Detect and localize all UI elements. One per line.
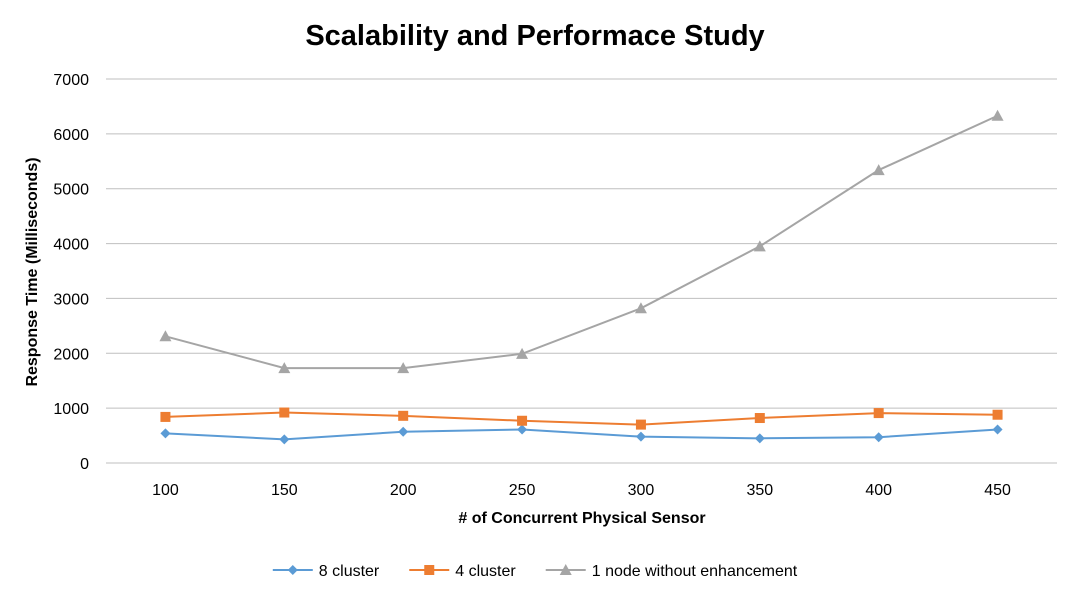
legend-marker (424, 565, 435, 575)
legend-item: 4 cluster (409, 563, 516, 580)
y-tick-label: 5000 (53, 182, 89, 199)
series-group (159, 109, 1004, 445)
data-point (753, 240, 766, 252)
data-point (160, 428, 171, 439)
legend-item: 1 node without enhancement (545, 563, 798, 580)
y-axis-ticks: 0 1000 2000 3000 4000 5000 6000 7000 (53, 72, 89, 473)
data-point (992, 409, 1003, 420)
data-point (160, 411, 171, 422)
y-tick-label: 1000 (53, 401, 89, 418)
data-point (517, 424, 528, 435)
data-point (397, 362, 410, 374)
y-tick-label: 6000 (53, 127, 89, 144)
series-line (165, 114, 998, 370)
data-point (398, 426, 409, 437)
legend-marker (287, 565, 298, 575)
data-point (516, 347, 529, 359)
x-tick-label: 100 (152, 482, 179, 499)
y-tick-label: 2000 (53, 346, 89, 363)
data-point (398, 410, 409, 421)
y-tick-label: 3000 (53, 291, 89, 308)
data-point (278, 362, 291, 374)
y-axis-label: Response Time (Milliseconds) (24, 157, 41, 386)
data-point (754, 433, 765, 444)
x-tick-label: 450 (984, 482, 1011, 499)
x-tick-label: 350 (746, 482, 773, 499)
data-point (635, 419, 646, 430)
legend: 8 cluster 4 cluster 1 node without enhance… (272, 563, 798, 580)
legend-marker (559, 564, 572, 575)
series-line (165, 411, 998, 426)
data-point (279, 434, 290, 445)
legend-label: 1 node without enhancement (592, 563, 798, 580)
legend-item: 8 cluster (272, 563, 380, 580)
data-point (754, 413, 765, 424)
data-point (635, 431, 646, 442)
series-0 (160, 424, 1003, 445)
data-point (873, 432, 884, 443)
data-point (873, 408, 884, 419)
x-axis-label: # of Concurrent Physical Sensor (458, 510, 705, 527)
gridlines (106, 78, 1057, 464)
x-tick-label: 200 (390, 482, 417, 499)
data-point (992, 424, 1003, 435)
x-axis-ticks: 100 150 200 250 300 350 400 450 (152, 482, 1011, 499)
y-tick-label: 7000 (53, 72, 89, 89)
legend-label: 8 cluster (319, 563, 380, 580)
data-point (159, 330, 172, 342)
y-tick-label: 4000 (53, 237, 89, 254)
data-point (517, 415, 528, 426)
data-point (872, 164, 885, 176)
x-tick-label: 250 (509, 482, 536, 499)
data-point (279, 407, 290, 418)
x-tick-label: 400 (865, 482, 892, 499)
data-point (991, 109, 1004, 121)
x-tick-label: 300 (628, 482, 655, 499)
y-tick-label: 0 (80, 456, 89, 473)
legend-label: 4 cluster (455, 563, 516, 580)
data-point (634, 302, 647, 314)
series-2 (159, 109, 1004, 374)
series-1 (160, 407, 1003, 430)
x-tick-label: 150 (271, 482, 298, 499)
series-line (165, 428, 998, 441)
chart-title: Scalability and Performace Study (305, 20, 764, 52)
